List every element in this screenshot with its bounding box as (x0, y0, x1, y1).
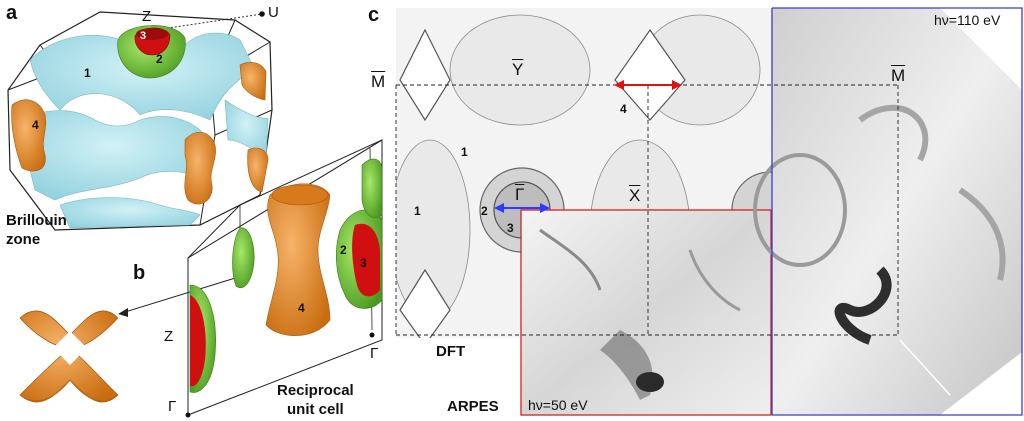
bz-caption-line1: Brillouin (6, 212, 67, 229)
cell-caption-line2: unit cell (287, 401, 344, 418)
dft-sheet-1a: 1 (461, 145, 468, 159)
point-gamma: Γ (515, 185, 525, 204)
bz-sheet-1: 1 (84, 66, 91, 80)
dft-arpes-figure (395, 7, 1023, 416)
cell-point-gamma-left: Γ (168, 398, 177, 415)
bz-caption-line2: zone (6, 231, 41, 248)
cell-sheet-4: 4 (298, 301, 305, 315)
photon-energy-110: hν=110 eV (934, 12, 1001, 28)
cell-sheet-2: 2 (340, 243, 347, 257)
arpes-50-frame (520, 209, 772, 416)
bz-point-u: U (268, 4, 279, 21)
cell-point-z: Z (164, 328, 174, 345)
bz-sheet-2: 2 (156, 52, 163, 66)
blue-arrow (494, 203, 550, 213)
bz-point-z: Z (142, 8, 152, 25)
label-arpes: ARPES (447, 398, 499, 415)
dft-sheet-3: 3 (507, 221, 514, 235)
cell-caption-line1: Reciprocal (277, 382, 354, 399)
bz-sheet-3: 3 (140, 30, 147, 42)
dft-sheet-2: 2 (481, 204, 488, 218)
cross-sheet-figure (19, 310, 119, 403)
cell-caption: Reciprocal unit cell (277, 381, 354, 419)
cell-point-gamma-right: Γ (370, 345, 379, 362)
label-dft: DFT (436, 343, 466, 360)
panel-b-letter: b (133, 262, 146, 284)
photon-energy-50: hν=50 eV (528, 397, 588, 413)
point-m-left: M (371, 72, 386, 91)
red-arrow (614, 80, 682, 90)
point-x: X (629, 186, 641, 205)
dft-sheet-4: 4 (620, 102, 627, 116)
panel-c-letter: c (368, 4, 380, 26)
bz-sheet-4: 4 (32, 118, 39, 132)
point-y: Y (512, 60, 524, 79)
reciprocal-cell-figure (118, 139, 383, 418)
point-m-right: M (891, 66, 906, 85)
brillouin-zone-figure (7, 11, 273, 231)
bz-caption: Brillouin zone (6, 211, 67, 249)
panel-a-letter: a (6, 2, 18, 24)
dft-sheet-1b: 1 (414, 204, 421, 218)
cell-sheet-3: 3 (360, 256, 367, 270)
